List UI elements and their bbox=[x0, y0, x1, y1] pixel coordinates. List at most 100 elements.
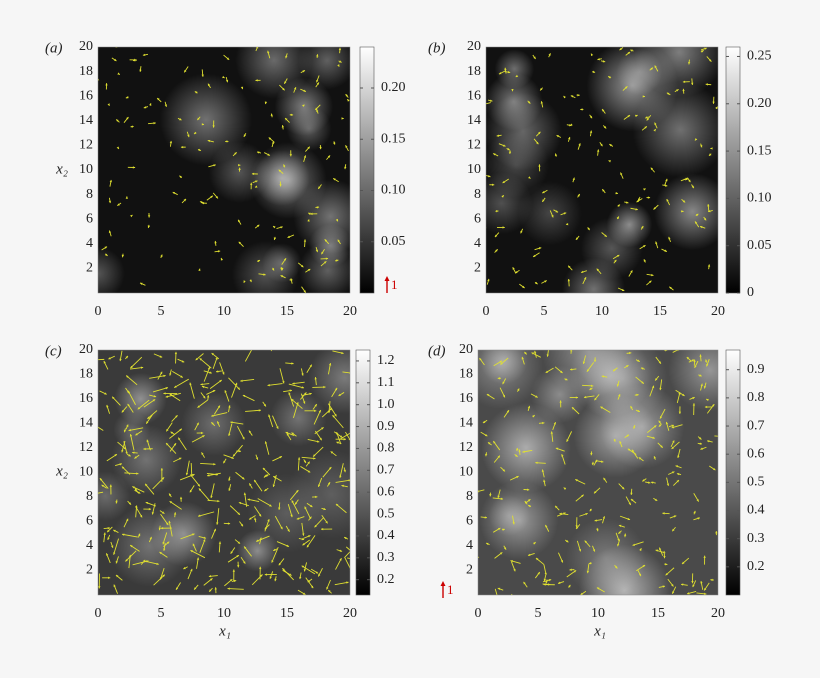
vector-head bbox=[109, 484, 113, 487]
vector-head bbox=[273, 548, 276, 551]
vector-head bbox=[238, 449, 242, 453]
vector bbox=[228, 377, 241, 390]
vector-head bbox=[237, 512, 240, 515]
vector-head bbox=[699, 442, 702, 445]
vector-head bbox=[601, 460, 604, 463]
y-tick-label: 14 bbox=[459, 416, 473, 431]
vector-head bbox=[289, 573, 292, 576]
vector-head bbox=[103, 361, 106, 364]
vector bbox=[282, 567, 294, 581]
vector-head bbox=[238, 167, 241, 170]
vector bbox=[251, 574, 263, 586]
vector-head bbox=[307, 470, 311, 473]
vector-head bbox=[211, 414, 214, 417]
y-tick-label: 20 bbox=[467, 39, 481, 54]
vector-head bbox=[307, 461, 310, 465]
vector bbox=[290, 398, 303, 409]
plot-frame bbox=[477, 349, 719, 596]
vector-head bbox=[654, 65, 657, 68]
y-tick-label: 10 bbox=[459, 465, 473, 480]
vector-head bbox=[548, 53, 551, 56]
vector-head bbox=[108, 357, 111, 360]
vector-head bbox=[276, 426, 279, 429]
vector bbox=[227, 588, 244, 590]
vector-head bbox=[536, 141, 539, 145]
vector-head bbox=[594, 459, 598, 463]
x-tick-label: 5 bbox=[158, 304, 165, 319]
vector-head bbox=[267, 50, 270, 54]
vector-head bbox=[271, 268, 275, 271]
vector-head bbox=[323, 261, 327, 264]
vector-head bbox=[655, 549, 658, 552]
vector-head bbox=[504, 67, 507, 71]
heatmap-blob bbox=[293, 179, 350, 254]
vector-head bbox=[637, 409, 640, 413]
vector-head bbox=[704, 405, 708, 409]
y-tick-label: 2 bbox=[86, 261, 93, 276]
y-tick-label: 4 bbox=[86, 538, 93, 553]
vector bbox=[306, 535, 316, 548]
vector-head bbox=[161, 511, 165, 514]
vector-head bbox=[321, 427, 324, 430]
vector-head bbox=[316, 82, 319, 85]
vector-head bbox=[113, 529, 116, 533]
vector-head bbox=[217, 421, 220, 424]
vector-head bbox=[531, 352, 535, 355]
vector-head bbox=[234, 152, 237, 155]
vector-head bbox=[676, 472, 680, 476]
vector-head bbox=[498, 72, 502, 75]
vector-head bbox=[704, 592, 707, 595]
vector-head bbox=[671, 446, 674, 449]
vector-head bbox=[229, 579, 233, 582]
heatmap-blob bbox=[530, 365, 589, 424]
vector bbox=[152, 387, 169, 393]
vector-head bbox=[149, 103, 152, 106]
vector-head bbox=[682, 393, 685, 396]
vector-head bbox=[223, 460, 226, 464]
vector-head bbox=[187, 134, 190, 138]
y-tick-label: 12 bbox=[79, 440, 93, 455]
vector-head bbox=[569, 124, 572, 127]
vector bbox=[190, 463, 193, 477]
vector-head bbox=[341, 351, 344, 355]
vector-head bbox=[286, 433, 289, 436]
vector-head bbox=[693, 510, 696, 514]
vector-head bbox=[143, 106, 147, 109]
vector-head bbox=[183, 566, 186, 570]
vector-head bbox=[178, 457, 182, 460]
vector-head bbox=[314, 404, 317, 407]
vector-head bbox=[508, 150, 512, 153]
y-tick-label: 18 bbox=[459, 367, 473, 382]
vector-head bbox=[201, 201, 205, 205]
vector-head bbox=[313, 454, 316, 457]
y-tick-label: 18 bbox=[79, 367, 93, 382]
vector-head bbox=[570, 350, 573, 352]
vector-head bbox=[303, 290, 306, 293]
vector bbox=[209, 379, 223, 390]
vector-head bbox=[327, 410, 331, 414]
vector-head bbox=[179, 118, 182, 121]
vector-head bbox=[578, 548, 582, 552]
vector bbox=[152, 477, 165, 490]
vector-head bbox=[115, 501, 118, 504]
vector-head bbox=[203, 539, 206, 542]
vector-head bbox=[617, 543, 620, 547]
vector-head bbox=[163, 548, 166, 551]
vector-head bbox=[316, 79, 319, 83]
vector-head bbox=[658, 420, 661, 424]
vector-head bbox=[198, 514, 201, 517]
vector-head bbox=[169, 493, 172, 496]
vector-head bbox=[106, 553, 109, 556]
x-tick-label: 5 bbox=[158, 606, 165, 621]
vector-head bbox=[207, 366, 211, 370]
vector-head bbox=[527, 499, 531, 502]
vector-head bbox=[303, 155, 307, 158]
vector-head bbox=[500, 497, 504, 500]
vector-head bbox=[166, 428, 169, 432]
vector-head bbox=[173, 443, 177, 446]
vector-head bbox=[568, 584, 571, 588]
vector-head bbox=[662, 585, 665, 588]
vector-head bbox=[215, 357, 218, 360]
y-tick-label: 16 bbox=[459, 391, 473, 406]
vector-head bbox=[533, 254, 536, 257]
